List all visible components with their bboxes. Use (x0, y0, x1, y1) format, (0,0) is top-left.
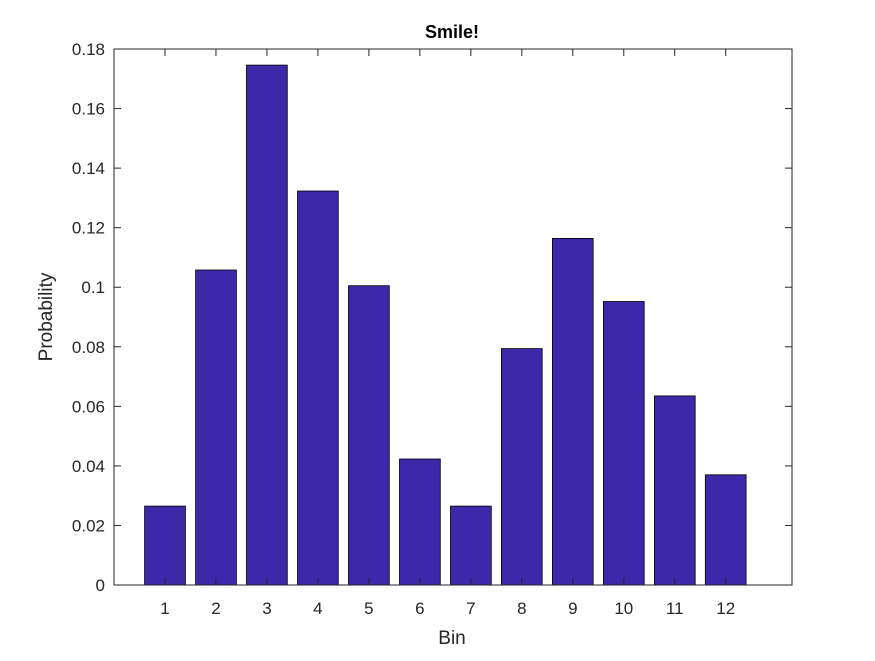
bar-4 (297, 190, 339, 586)
x-tick-label: 6 (415, 599, 424, 618)
x-tick-label: 5 (364, 599, 373, 618)
bar-6 (399, 458, 441, 586)
x-tick-label: 9 (568, 599, 577, 618)
x-tick-label: 12 (716, 599, 735, 618)
chart-title: Smile! (425, 22, 479, 42)
bar-3 (246, 64, 288, 586)
bar-2 (195, 269, 237, 586)
y-tick-label: 0.08 (72, 338, 105, 357)
x-axis-label: Bin (438, 628, 465, 649)
y-tick-label: 0.14 (72, 159, 105, 178)
bars-layer (144, 64, 747, 586)
bar-5 (348, 285, 390, 586)
y-tick-label: 0 (96, 576, 105, 595)
x-tick-label: 8 (517, 599, 526, 618)
y-axis-ticks: 0 0.02 0.04 0.06 0.08 0.1 0.12 0.14 0.16 0.18 (72, 40, 792, 595)
bar-10 (603, 301, 645, 586)
bar-12 (704, 474, 747, 586)
bar-9 (552, 237, 594, 586)
y-tick-label: 0.02 (72, 516, 105, 535)
bar-11 (654, 395, 696, 586)
x-tick-label: 11 (666, 599, 684, 618)
x-tick-label: 10 (614, 599, 633, 618)
y-axis-label: Probability (36, 272, 57, 361)
x-tick-label: 2 (211, 599, 220, 618)
y-tick-label: 0.18 (72, 40, 105, 59)
bar-7 (450, 505, 492, 586)
y-tick-label: 0.04 (72, 457, 105, 476)
bar-1 (144, 505, 186, 586)
y-tick-label: 0.12 (72, 219, 105, 238)
x-tick-label: 3 (262, 599, 271, 618)
y-tick-label: 0.16 (72, 100, 105, 119)
x-axis-ticks: 1 2 3 4 5 6 7 8 9 10 11 12 (160, 49, 735, 618)
y-tick-label: 0.06 (72, 397, 105, 416)
x-tick-label: 1 (160, 599, 169, 618)
x-tick-label: 7 (466, 599, 475, 618)
plot-area-frame (113, 48, 793, 586)
y-tick-label: 0.1 (81, 278, 105, 297)
bar-8 (500, 348, 543, 586)
x-tick-label: 4 (313, 599, 322, 618)
